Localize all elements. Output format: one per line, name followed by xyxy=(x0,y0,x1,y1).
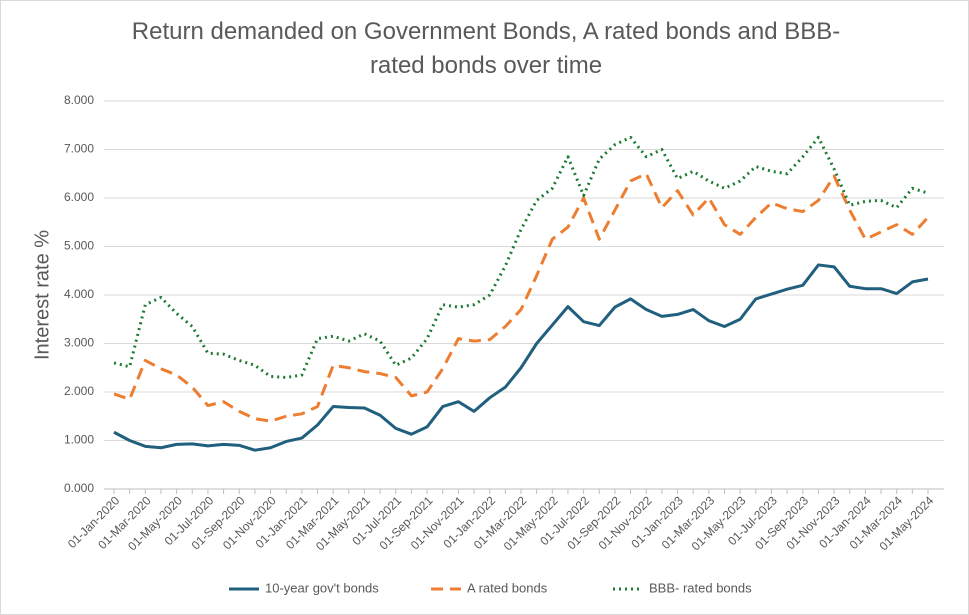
y-axis-label: Interest rate % xyxy=(31,230,53,360)
y-tick-label: 0.000 xyxy=(64,481,94,495)
legend-label: A rated bonds xyxy=(467,580,548,595)
y-tick-label: 6.000 xyxy=(64,190,94,204)
y-tick-label: 8.000 xyxy=(64,93,94,107)
series-line xyxy=(113,135,929,379)
y-tick-label: 5.000 xyxy=(64,239,94,253)
legend-label: BBB- rated bonds xyxy=(649,580,752,595)
y-tick-label: 4.000 xyxy=(64,287,94,301)
y-tick-label: 7.000 xyxy=(64,142,94,156)
y-tick-label: 1.000 xyxy=(64,433,94,447)
series-line xyxy=(113,263,929,452)
legend-label: 10-year gov't bonds xyxy=(265,580,379,595)
y-tick-label: 3.000 xyxy=(64,336,94,350)
series-line xyxy=(113,172,930,423)
y-tick-label: 2.000 xyxy=(64,384,94,398)
chart-title: Return demanded on Government Bonds, A r… xyxy=(131,18,841,79)
